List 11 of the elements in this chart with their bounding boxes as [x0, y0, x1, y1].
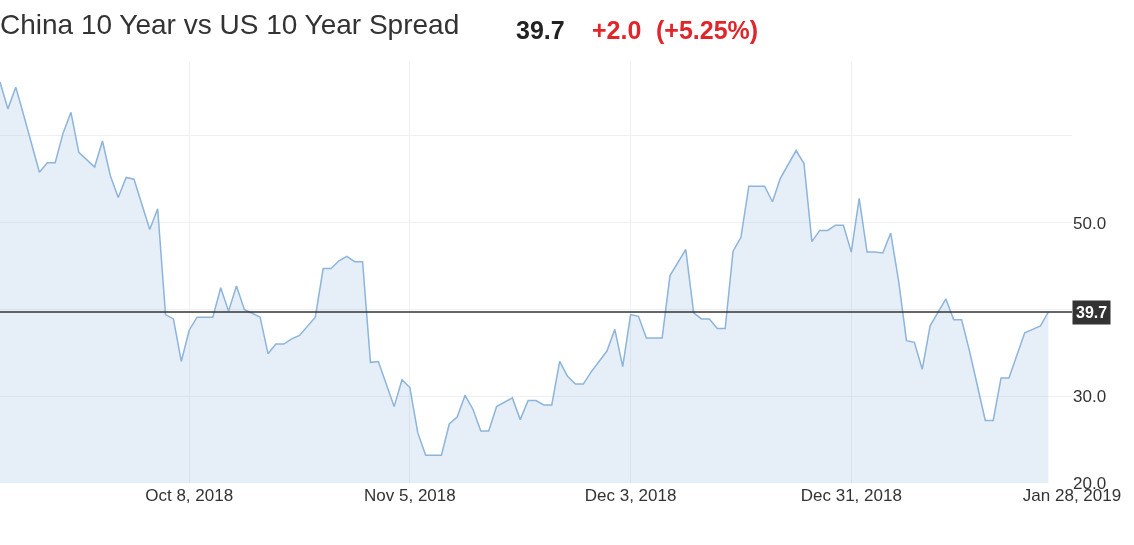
text: 39.7 [516, 16, 565, 44]
ref-line-label: 39.7 [1076, 304, 1108, 321]
x-tick-label: Dec 31, 2018 [800, 486, 902, 505]
x-tick-label: Dec 3, 2018 [584, 486, 677, 505]
y-tick-label: 30.0 [1073, 387, 1107, 407]
text: (+5.25%) [656, 16, 759, 44]
y-tick-label: 50.0 [1073, 213, 1107, 233]
chart-title: China 10 Year vs US 10 Year Spread [0, 8, 460, 40]
x-tick-label: Oct 8, 2018 [145, 486, 234, 505]
x-tick-label: Nov 5, 2018 [364, 486, 456, 505]
text: +2.0 [592, 16, 642, 44]
